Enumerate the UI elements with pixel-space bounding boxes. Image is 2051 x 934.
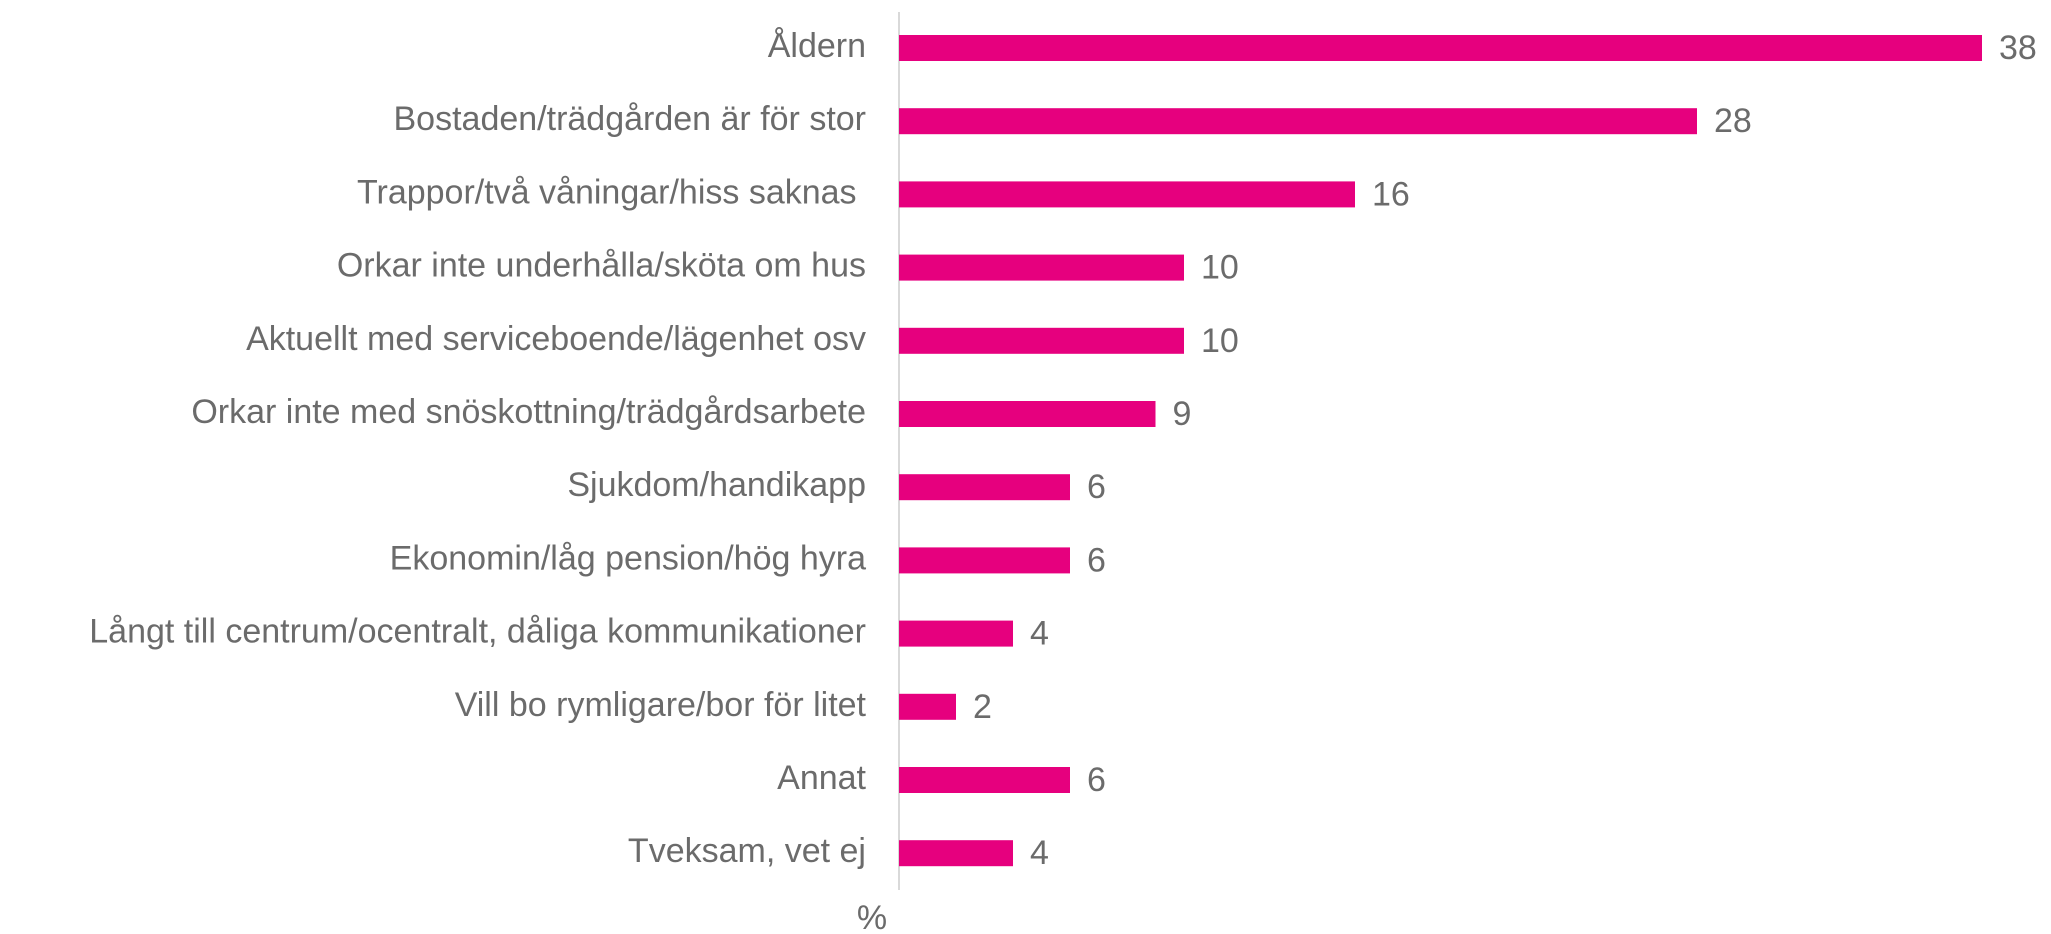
bar (899, 181, 1355, 208)
category-label: Ekonomin/låg pension/hög hyra (390, 539, 866, 577)
category-label: Orkar inte med snöskottning/trädgårdsarb… (191, 393, 866, 431)
value-label: 6 (1087, 468, 1106, 506)
value-label: 38 (1999, 29, 2037, 67)
bar (899, 840, 1013, 867)
bar (899, 767, 1070, 793)
value-label: 4 (1030, 834, 1049, 872)
category-label: Aktuellt med serviceboende/lägenhet osv (246, 320, 866, 358)
value-label: 2 (973, 688, 992, 726)
value-label: 4 (1030, 615, 1049, 653)
category-label: Annat (777, 759, 866, 797)
bar (899, 620, 1013, 647)
bar (899, 108, 1697, 135)
bar (899, 547, 1070, 574)
bar (899, 35, 1982, 61)
category-label: Tveksam, vet ej (628, 832, 866, 870)
bar (899, 401, 1156, 427)
category-label: Sjukdom/handikapp (567, 466, 866, 504)
category-label: Långt till centrum/ocentralt, dåliga kom… (89, 613, 866, 651)
value-label: 10 (1201, 249, 1239, 287)
category-label: Orkar inte underhålla/sköta om hus (337, 247, 866, 285)
value-label: 9 (1173, 395, 1192, 433)
bar (899, 254, 1184, 281)
category-label: Åldern (768, 27, 866, 65)
value-label: 6 (1087, 541, 1106, 579)
value-label: 16 (1372, 175, 1410, 213)
category-label: Bostaden/trädgården är för stor (394, 100, 867, 138)
value-label: 10 (1201, 322, 1239, 360)
bar (899, 693, 956, 720)
bar (899, 474, 1070, 501)
category-label: Vill bo rymligare/bor för litet (455, 686, 867, 724)
category-label: Trappor/två våningar/hiss saknas (357, 173, 866, 211)
value-label: 6 (1087, 761, 1106, 799)
value-label: 28 (1714, 102, 1752, 140)
bar (899, 327, 1184, 354)
axis-label: % (857, 899, 887, 934)
